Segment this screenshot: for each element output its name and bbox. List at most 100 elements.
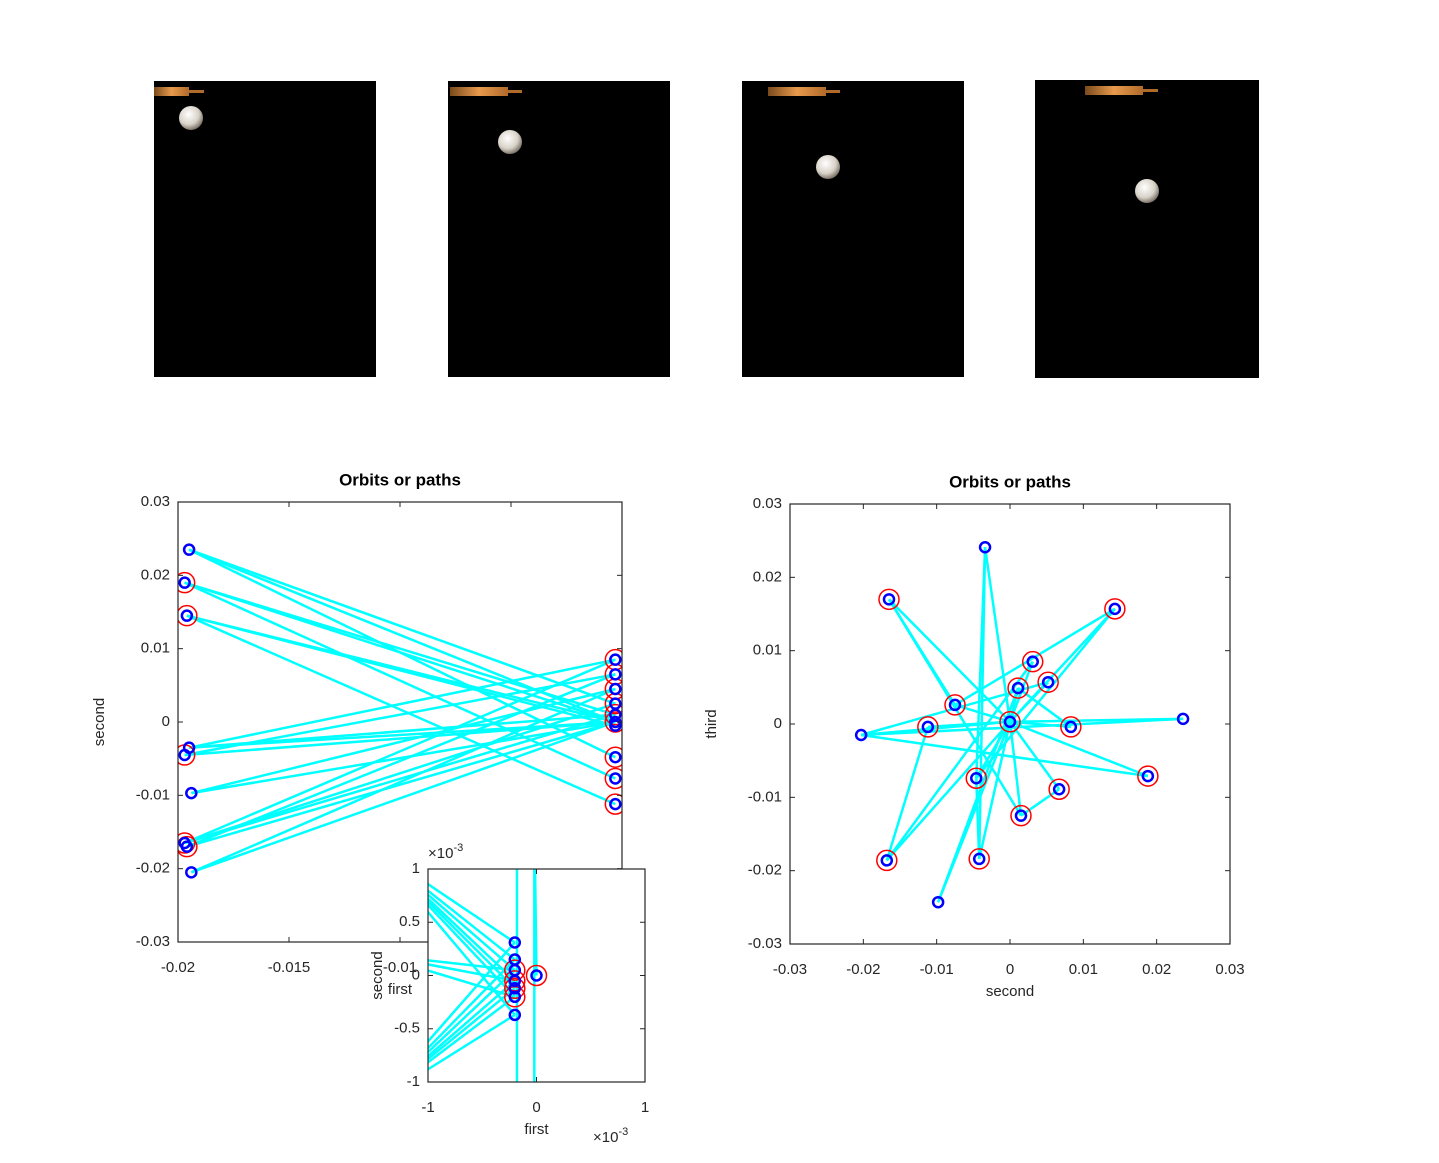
frame bbox=[742, 81, 964, 377]
y-tick-label: -0.5 bbox=[394, 1020, 420, 1037]
plot-content bbox=[178, 543, 622, 879]
node bbox=[978, 541, 992, 554]
highlight-marker bbox=[1137, 765, 1159, 787]
y-tick-label: 0.5 bbox=[399, 913, 420, 930]
image-frames bbox=[154, 80, 1259, 378]
edge bbox=[184, 581, 616, 724]
plot-content bbox=[854, 541, 1190, 909]
edge bbox=[184, 673, 616, 757]
edge bbox=[428, 959, 515, 972]
highlight-marker bbox=[178, 835, 198, 858]
edge bbox=[1009, 681, 1050, 723]
paddle bbox=[508, 90, 522, 93]
edge bbox=[428, 987, 516, 1061]
highlight-marker bbox=[1021, 650, 1044, 673]
y-tick-label: -0.01 bbox=[748, 788, 782, 805]
edge bbox=[190, 720, 616, 874]
node bbox=[1003, 715, 1017, 729]
edge bbox=[428, 903, 516, 998]
node bbox=[970, 772, 983, 785]
highlight-marker bbox=[604, 746, 622, 768]
exponent-base: ×10 bbox=[428, 845, 453, 862]
frame bbox=[154, 81, 376, 377]
edge bbox=[428, 1013, 516, 1071]
x-tick-label: 1 bbox=[641, 1099, 649, 1116]
highlight-marker bbox=[178, 571, 196, 594]
edge bbox=[428, 882, 516, 944]
node bbox=[882, 593, 896, 606]
y-tick-label: 0.02 bbox=[753, 568, 782, 585]
edge bbox=[533, 869, 538, 976]
paddle bbox=[1143, 89, 1158, 92]
highlight-marker bbox=[504, 959, 526, 981]
exponent-base: ×10 bbox=[593, 1129, 618, 1146]
edge bbox=[428, 969, 516, 1054]
x-tick-label: 0.03 bbox=[1215, 961, 1244, 978]
node bbox=[880, 854, 894, 867]
axes: -0.03 -0.02 -0.01 0 0.01 0.02 0.03 -0.03 -0.02 -0… bbox=[703, 472, 1245, 999]
node bbox=[508, 1008, 522, 1022]
edge bbox=[1009, 720, 1149, 778]
x-tick-label: -0.01 bbox=[920, 961, 954, 978]
edge bbox=[428, 900, 516, 990]
plot-content bbox=[428, 869, 548, 1082]
y-tick-label: -1 bbox=[407, 1073, 420, 1090]
node bbox=[1141, 769, 1155, 783]
node bbox=[972, 852, 986, 866]
y-tick-label: 0.03 bbox=[141, 493, 170, 510]
highlight-marker bbox=[1060, 716, 1082, 738]
node bbox=[185, 866, 198, 879]
ball bbox=[498, 130, 522, 154]
x-axis-label: second bbox=[986, 983, 1034, 1000]
edge bbox=[428, 995, 516, 1064]
edge bbox=[428, 941, 516, 1044]
frame bbox=[448, 81, 670, 377]
node bbox=[609, 719, 622, 732]
paddle bbox=[450, 87, 508, 96]
edge bbox=[1008, 721, 1061, 791]
paddle bbox=[826, 90, 840, 93]
y-tick-label: 1 bbox=[412, 860, 420, 877]
edge bbox=[977, 547, 987, 859]
node bbox=[1014, 809, 1028, 822]
edge bbox=[975, 608, 1116, 780]
edge bbox=[885, 720, 1011, 862]
x-tick-label: -0.02 bbox=[846, 961, 880, 978]
edge bbox=[428, 979, 516, 1058]
node bbox=[182, 543, 196, 556]
node bbox=[1052, 783, 1066, 796]
x-tick-label: -1 bbox=[421, 1099, 434, 1116]
edge bbox=[184, 658, 616, 845]
edge bbox=[1008, 721, 1023, 816]
highlight-marker bbox=[1048, 778, 1070, 801]
highlight-marker bbox=[999, 711, 1021, 733]
edge bbox=[428, 893, 516, 972]
node bbox=[609, 668, 622, 681]
exponent-power: -3 bbox=[453, 842, 463, 854]
paddle bbox=[768, 87, 826, 96]
node bbox=[609, 772, 622, 785]
edge bbox=[191, 687, 616, 795]
x-tick-label: 0.01 bbox=[1069, 961, 1098, 978]
y-tick-label: -0.02 bbox=[136, 860, 170, 877]
highlight-marker bbox=[1010, 804, 1032, 827]
y-tick-label: 0.01 bbox=[141, 640, 170, 657]
y-axis-label: second bbox=[91, 698, 108, 746]
node bbox=[609, 750, 622, 764]
edge bbox=[186, 614, 616, 806]
highlight-marker bbox=[878, 588, 900, 611]
y-axis-label: third bbox=[703, 709, 720, 738]
node bbox=[180, 840, 194, 853]
y-tick-label: 0 bbox=[162, 713, 170, 730]
y-tick-label: -0.01 bbox=[136, 786, 170, 803]
node bbox=[1108, 602, 1122, 616]
axes: -0.02-0.015-0.01-0.0050-0.03-0.02-0.0100… bbox=[91, 470, 626, 997]
edge bbox=[184, 581, 616, 780]
edge bbox=[1017, 687, 1072, 728]
edge bbox=[428, 958, 516, 1050]
ball bbox=[1135, 179, 1159, 203]
x-axis-label: first bbox=[388, 981, 413, 998]
chart-title: Orbits or paths bbox=[339, 470, 461, 489]
